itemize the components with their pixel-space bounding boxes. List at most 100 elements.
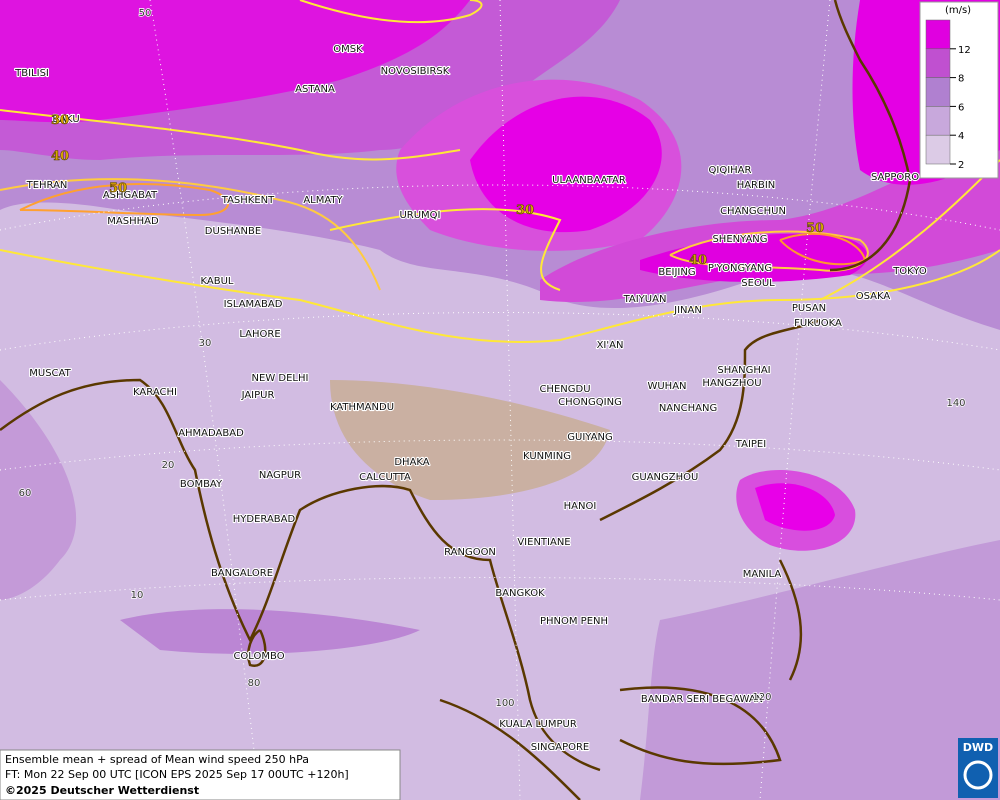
contour-label: 30 <box>51 113 69 128</box>
graticule-label: 140 <box>946 398 965 409</box>
city-label: BANGALORE <box>211 568 273 579</box>
caption-box <box>0 749 401 800</box>
legend-swatch <box>925 77 951 107</box>
city-label: PHNOM PENH <box>540 616 608 627</box>
legend-label: 6 <box>958 102 964 113</box>
city-label: BOMBAY <box>180 479 223 490</box>
graticule-label: 80 <box>248 678 261 689</box>
city-label: VIENTIANE <box>517 537 570 548</box>
city-label: BAKU <box>52 114 79 125</box>
city-label: SAPPORO <box>871 172 919 183</box>
city-label: NAGPUR <box>259 470 301 481</box>
coastlines <box>0 0 912 800</box>
city-label: BANGKOK <box>495 588 545 599</box>
city-label: BEIJING <box>658 267 695 278</box>
city-label: CHANGCHUN <box>720 206 786 217</box>
logo-icon <box>963 760 993 790</box>
city-label: SHENYANG <box>712 234 767 245</box>
city-label: QIQIHAR <box>709 165 752 176</box>
city-label: COLOMBO <box>233 651 284 662</box>
city-label: MANILA <box>743 569 782 580</box>
city-label: GUIYANG <box>567 432 612 443</box>
graticule-label: 50 <box>139 8 152 19</box>
legend-label: 8 <box>958 74 964 85</box>
graticule-label: 120 <box>752 692 771 703</box>
legend-swatch <box>925 19 951 50</box>
city-label: JAIPUR <box>241 390 275 401</box>
city-label: HYDERABAD <box>233 514 296 525</box>
contour-label: 50 <box>806 221 824 236</box>
city-label: SINGAPORE <box>531 742 590 753</box>
city-label: CHONGQING <box>558 397 622 408</box>
city-label: NOVOSIBIRSK <box>381 66 450 77</box>
legend-label: 12 <box>958 45 971 56</box>
city-label: DUSHANBE <box>205 226 261 237</box>
legend-swatch <box>925 48 951 78</box>
caption-line1: Ensemble mean + spread of Mean wind spee… <box>5 753 309 766</box>
city-label: P'YONGYANG <box>708 263 772 274</box>
legend-label: 2 <box>958 160 964 171</box>
city-label: PUSAN <box>792 303 826 314</box>
city-label: GUANGZHOU <box>632 472 699 483</box>
city-label: LAHORE <box>239 329 280 340</box>
city-label: ASTANA <box>295 84 335 95</box>
city-label: RANGOON <box>444 547 496 558</box>
city-label: OSAKA <box>856 291 891 302</box>
city-label: MASHHAD <box>107 216 159 227</box>
city-label: HANGZHOU <box>702 378 761 389</box>
graticule-label: 60 <box>19 488 32 499</box>
city-label: ASHGABAT <box>103 190 158 201</box>
city-label: ISLAMABAD <box>224 299 283 310</box>
city-label: HARBIN <box>737 180 776 191</box>
city-label: XI'AN <box>597 340 624 351</box>
contour-label: 50 <box>109 181 127 196</box>
city-label: TBILISI <box>14 68 49 79</box>
city-label: TASHKENT <box>221 195 275 206</box>
logo: DWD <box>963 741 993 754</box>
city-label: TOKYO <box>892 266 927 277</box>
copyright: ©2025 Deutscher Wetterdienst <box>5 784 199 797</box>
legend-swatch <box>925 134 951 165</box>
contour-label: 40 <box>689 253 707 268</box>
legend-unit: (m/s) <box>945 5 971 16</box>
city-label: SHANGHAI <box>717 365 770 376</box>
graticule-label: 100 <box>495 698 514 709</box>
city-label: SEOUL <box>741 278 775 289</box>
city-label: DHAKA <box>394 457 429 468</box>
city-label: FUKUOKA <box>794 318 842 329</box>
city-label: BANDAR SERI BEGAWAN <box>641 694 763 705</box>
contour-label: 30 <box>516 203 534 218</box>
city-label: KUALA LUMPUR <box>499 719 577 730</box>
city-label: KUNMING <box>523 451 571 462</box>
caption-line2: FT: Mon 22 Sep 00 UTC [ICON EPS 2025 Sep… <box>5 768 349 781</box>
city-label: CALCUTTA <box>359 472 411 483</box>
city-label: KABUL <box>201 276 234 287</box>
city-label: TEHRAN <box>26 180 68 191</box>
graticule-label: 20 <box>162 460 175 471</box>
legend-label: 4 <box>958 131 964 142</box>
city-label: CHENGDU <box>539 384 590 395</box>
labels: TBILISI BAKU OMSK ASTANA NOVOSIBIRSK TEHRAN AS… <box>13 7 966 754</box>
city-label: JINAN <box>673 305 702 316</box>
city-label: OMSK <box>333 44 363 55</box>
city-label: AHMADABAD <box>178 428 244 439</box>
city-label: KARACHI <box>133 387 177 398</box>
graticule-label: 10 <box>131 590 144 601</box>
city-label: TAIPEI <box>735 439 766 450</box>
city-label: KATHMANDU <box>330 402 394 413</box>
city-label: ALMATY <box>303 195 343 206</box>
graticule-label: 30 <box>199 338 212 349</box>
city-label: NEW DELHI <box>252 373 309 384</box>
city-label: WUHAN <box>647 381 686 392</box>
legend: 12 8 6 4 2 <box>925 19 971 171</box>
city-label: ULAANBAATAR <box>552 175 626 186</box>
city-label: NANCHANG <box>659 403 717 414</box>
contour-label: 40 <box>51 149 69 164</box>
city-label: TAIYUAN <box>623 294 667 305</box>
city-label: URUMQI <box>399 210 440 221</box>
city-label: HANOI <box>564 501 597 512</box>
legend-swatch <box>925 106 951 136</box>
city-label: MUSCAT <box>29 368 71 379</box>
